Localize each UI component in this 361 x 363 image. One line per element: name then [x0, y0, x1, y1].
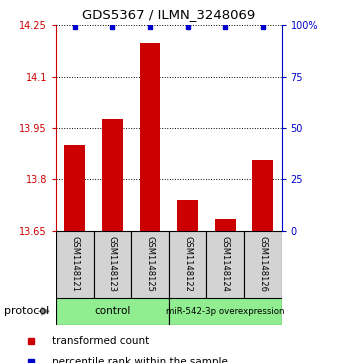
Title: GDS5367 / ILMN_3248069: GDS5367 / ILMN_3248069 — [82, 8, 255, 21]
Bar — [215, 219, 235, 231]
Bar — [56, 231, 93, 298]
Bar — [206, 231, 244, 298]
Bar — [93, 231, 131, 298]
Bar — [102, 119, 123, 231]
Text: miR-542-3p overexpression: miR-542-3p overexpression — [166, 307, 284, 316]
Bar — [169, 298, 282, 325]
Text: GSM1148122: GSM1148122 — [183, 236, 192, 292]
Bar — [140, 42, 160, 231]
Text: GSM1148121: GSM1148121 — [70, 236, 79, 292]
Bar — [252, 160, 273, 231]
Text: GSM1148123: GSM1148123 — [108, 236, 117, 292]
Text: GSM1148125: GSM1148125 — [145, 236, 155, 292]
Text: transformed count: transformed count — [52, 336, 149, 346]
Bar — [244, 231, 282, 298]
Bar — [56, 298, 169, 325]
Text: percentile rank within the sample: percentile rank within the sample — [52, 358, 228, 363]
Text: GSM1148126: GSM1148126 — [258, 236, 267, 292]
Text: protocol: protocol — [4, 306, 49, 316]
Bar — [169, 231, 206, 298]
Bar — [131, 231, 169, 298]
Text: control: control — [94, 306, 131, 316]
Bar — [64, 145, 85, 231]
Text: GSM1148124: GSM1148124 — [221, 236, 230, 292]
Bar — [177, 200, 198, 231]
